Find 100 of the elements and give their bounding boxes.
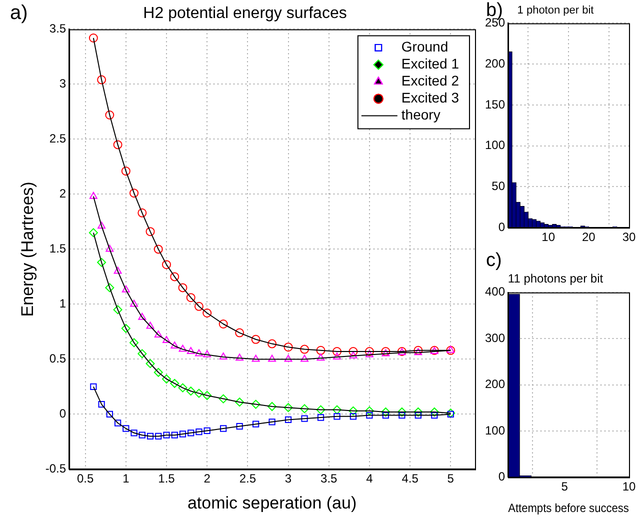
- point: [218, 394, 228, 404]
- point: [170, 342, 179, 348]
- point: [138, 312, 146, 320]
- point: [252, 420, 260, 428]
- y-tick-label: 0: [498, 220, 506, 234]
- point: [364, 406, 374, 416]
- point: [98, 400, 105, 408]
- point: [414, 412, 422, 419]
- x-tick-label: 10: [622, 480, 636, 494]
- x-tick-label: 0.5: [76, 472, 94, 486]
- y-tick-label: 1.5: [49, 242, 66, 256]
- point: [106, 410, 113, 418]
- y-tick-label: 0.5: [49, 352, 66, 366]
- x-axis-title: atomic seperation (au): [187, 493, 357, 512]
- point: [300, 344, 310, 354]
- x-tick-label: 4.5: [402, 472, 419, 486]
- point: [186, 293, 196, 302]
- y-tick-label: 100: [484, 138, 506, 152]
- point: [178, 383, 188, 392]
- x-tick-label: 2: [204, 472, 211, 486]
- point: [114, 420, 122, 426]
- point: [179, 430, 186, 438]
- point: [194, 388, 204, 398]
- point: [171, 432, 178, 438]
- point: [90, 383, 97, 390]
- point: [268, 354, 276, 362]
- point: [122, 285, 130, 292]
- legend-label: Excited 1: [401, 56, 460, 72]
- point: [146, 432, 154, 440]
- y-tick-label: 0: [59, 406, 66, 421]
- y-tick-label: 400: [484, 284, 506, 299]
- point: [414, 348, 422, 356]
- legend-label: theory: [401, 106, 440, 123]
- point: [155, 432, 162, 440]
- y-tick-label: 150: [484, 97, 506, 112]
- point: [251, 334, 260, 344]
- point: [202, 308, 212, 318]
- point: [348, 406, 358, 416]
- x-tick-label: 30: [622, 230, 636, 244]
- point: [196, 428, 202, 436]
- y-tick-label: 0: [498, 470, 506, 484]
- point: [97, 75, 106, 84]
- y-tick-label: 2: [59, 186, 66, 201]
- y-tick-label: 2.5: [49, 132, 66, 146]
- point: [348, 347, 358, 356]
- point: [162, 374, 171, 384]
- point: [364, 347, 374, 356]
- point: [316, 346, 326, 355]
- point: [89, 192, 98, 199]
- point: [188, 430, 194, 436]
- point: [163, 432, 170, 438]
- x-tick-label: 3: [284, 472, 292, 486]
- point: [204, 427, 210, 434]
- point: [236, 354, 244, 361]
- point: [366, 412, 373, 419]
- y-axis-title: Energy (Hartrees): [18, 182, 37, 317]
- x-tick-label: 20: [582, 230, 596, 244]
- y-tick-label: -0.5: [45, 462, 66, 476]
- point: [316, 405, 326, 414]
- chart-title: H2 potential energy surfaces: [143, 5, 347, 22]
- point: [114, 266, 122, 274]
- chart-title: 11 photons per bit: [508, 272, 604, 286]
- point: [219, 352, 228, 360]
- point: [130, 338, 139, 348]
- point: [268, 418, 276, 426]
- point: [146, 322, 154, 329]
- point: [162, 260, 171, 270]
- point: [414, 408, 423, 416]
- point: [284, 416, 292, 424]
- x-tick-label: 10: [542, 230, 556, 244]
- point: [154, 244, 163, 254]
- point: [130, 300, 138, 307]
- point: [122, 425, 130, 432]
- point: [284, 403, 293, 412]
- point: [138, 432, 146, 438]
- point: [146, 359, 155, 368]
- y-tick-label: 200: [484, 56, 506, 70]
- point: [130, 188, 139, 198]
- point: [202, 391, 212, 400]
- point: [251, 400, 260, 409]
- point: [138, 349, 147, 358]
- point: [301, 415, 308, 422]
- x-tick-label: 1: [122, 472, 130, 486]
- y-tick-label: 1: [59, 296, 66, 311]
- y-tick-label: 300: [484, 330, 506, 345]
- point: [154, 330, 162, 338]
- point: [284, 354, 292, 362]
- point: [349, 351, 358, 358]
- point: [300, 354, 308, 362]
- point: [146, 227, 155, 236]
- chart-title: 1 photon per bit: [517, 4, 594, 17]
- x-tick-label: 1.5: [158, 472, 176, 486]
- point: [170, 272, 180, 282]
- y-tick-label: 50: [492, 179, 506, 194]
- point: [397, 408, 406, 416]
- point: [235, 328, 244, 338]
- point: [332, 405, 342, 414]
- point: [203, 350, 212, 358]
- point: [138, 208, 147, 218]
- y-tick-label: 3.5: [49, 22, 66, 36]
